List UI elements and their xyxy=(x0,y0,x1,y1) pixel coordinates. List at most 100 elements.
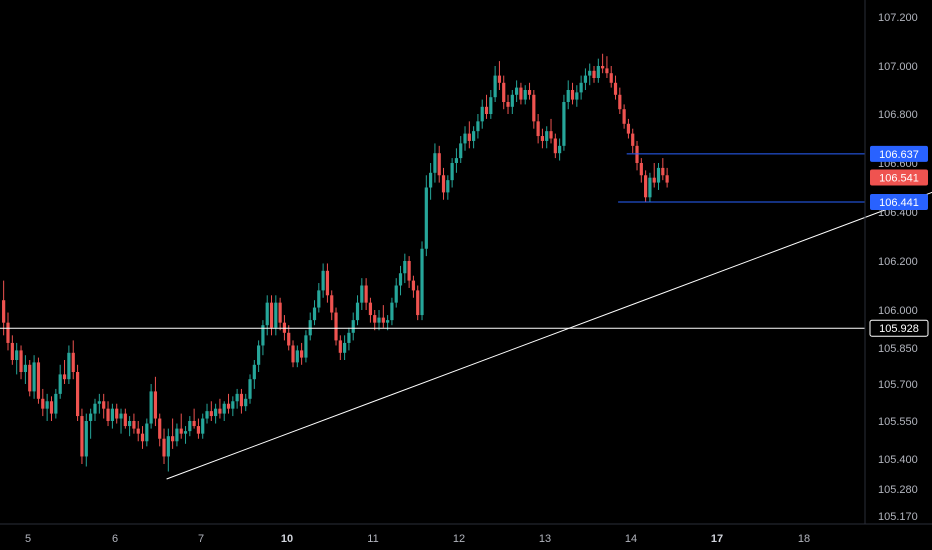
candle xyxy=(347,327,351,351)
candle-body xyxy=(579,82,583,93)
price-tick-label: 105.850 xyxy=(878,343,918,355)
candle-body xyxy=(502,82,506,102)
candle xyxy=(321,263,325,298)
drawings-layer xyxy=(0,126,932,480)
candle-body xyxy=(54,393,58,414)
price-tick-label: 105.170 xyxy=(878,511,918,523)
candle xyxy=(652,163,656,188)
candle xyxy=(140,426,145,449)
candle xyxy=(377,310,381,331)
candle-body xyxy=(295,350,299,363)
candle-body xyxy=(19,350,23,372)
candle xyxy=(562,94,566,151)
time-axis[interactable]: 5 6 7 10 11 12 13 14 17 18 xyxy=(25,533,810,545)
candle xyxy=(93,398,97,421)
candle xyxy=(433,143,437,183)
candle-body xyxy=(523,90,527,100)
candle-body xyxy=(622,109,626,124)
candle xyxy=(257,340,261,372)
price-tick-label: 105.700 xyxy=(878,379,918,391)
candle xyxy=(661,158,665,181)
candle-body xyxy=(416,290,420,316)
candle xyxy=(312,300,317,326)
candle-body xyxy=(583,75,588,83)
candle xyxy=(523,85,527,105)
candle-body xyxy=(84,421,88,457)
candle-body xyxy=(166,436,170,457)
time-tick-label: 6 xyxy=(112,533,118,545)
candle xyxy=(472,126,476,149)
candle-body xyxy=(368,302,373,316)
candle-body xyxy=(493,75,497,98)
candle-body xyxy=(527,90,532,95)
candle xyxy=(201,413,205,439)
candle xyxy=(429,163,433,200)
candle-body xyxy=(364,285,368,303)
candle-body xyxy=(226,403,231,409)
candle xyxy=(394,278,398,308)
candle xyxy=(179,413,183,439)
candle-body xyxy=(49,401,54,414)
candle-body xyxy=(188,421,192,432)
candle-body xyxy=(575,92,579,100)
candle xyxy=(459,136,463,163)
candle xyxy=(132,413,136,434)
candle xyxy=(119,408,123,434)
candle xyxy=(205,403,209,424)
candle xyxy=(235,388,239,409)
candle-body xyxy=(330,295,334,313)
candle-body xyxy=(433,153,437,173)
candle-body xyxy=(536,121,540,137)
candle xyxy=(613,75,618,100)
candle xyxy=(239,388,244,414)
candle-body xyxy=(351,320,355,333)
candle-body xyxy=(269,302,274,328)
candle xyxy=(420,241,424,321)
candle xyxy=(325,263,330,303)
candle-body xyxy=(257,345,261,365)
candle xyxy=(175,423,179,447)
candle-body xyxy=(596,66,600,78)
candle xyxy=(49,396,54,421)
candle xyxy=(515,80,519,102)
candle-body xyxy=(476,121,480,132)
candle xyxy=(489,90,493,119)
candle xyxy=(196,418,201,439)
candle-body xyxy=(97,401,101,404)
candle-body xyxy=(338,340,342,353)
price-badge-label: 106.541 xyxy=(879,172,919,184)
candle xyxy=(588,63,592,86)
candle-body xyxy=(235,393,239,402)
candle xyxy=(338,335,342,360)
candle xyxy=(166,428,170,472)
trendline[interactable] xyxy=(166,126,932,480)
candle xyxy=(32,355,36,399)
candle-body xyxy=(304,335,308,358)
candle-body xyxy=(325,270,330,296)
candle xyxy=(450,158,454,188)
price-tick-label: 105.400 xyxy=(878,454,918,466)
candle-body xyxy=(411,280,416,291)
price-axis[interactable]: 107.200107.000106.800106.600106.400106.2… xyxy=(878,12,918,523)
candle-body xyxy=(570,90,575,100)
candle xyxy=(23,355,27,384)
candle xyxy=(510,90,514,114)
candle xyxy=(231,396,235,417)
candle-body xyxy=(6,322,10,343)
candle-body xyxy=(317,290,321,308)
candle-body xyxy=(110,408,114,421)
candle-body xyxy=(601,66,605,69)
candle xyxy=(631,128,635,154)
candle xyxy=(618,87,622,114)
candle xyxy=(558,138,562,161)
candle-body xyxy=(274,302,278,328)
candle xyxy=(549,118,553,144)
price-tick-label: 106.200 xyxy=(878,256,918,268)
candle-body xyxy=(665,175,669,183)
candle-body xyxy=(398,273,403,286)
candle-body xyxy=(239,393,244,407)
candle xyxy=(519,82,523,105)
candle xyxy=(136,421,140,442)
candle-body xyxy=(648,177,652,198)
